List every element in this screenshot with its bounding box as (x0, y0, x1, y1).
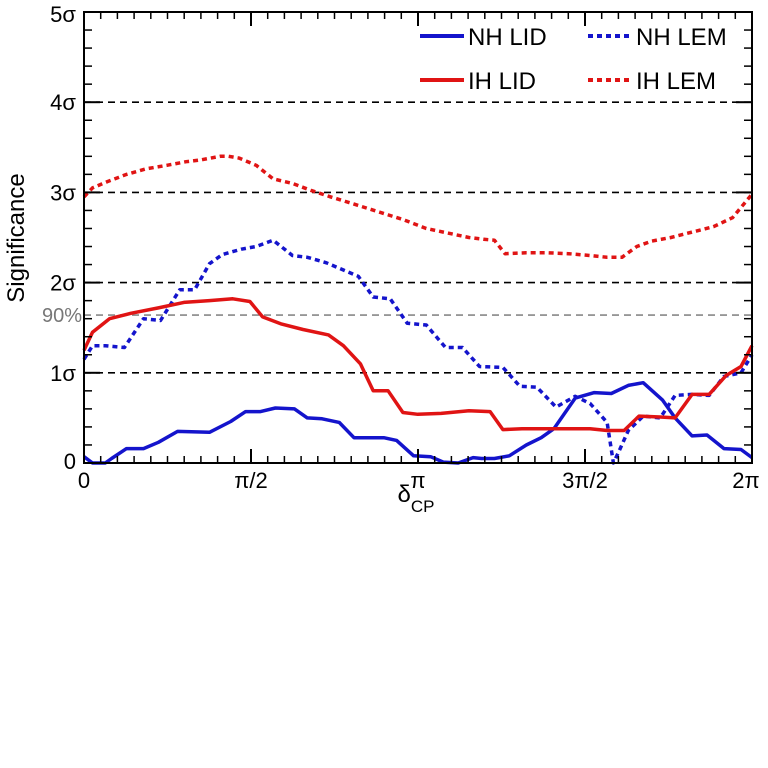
y-axis-label: Significance (3, 173, 30, 302)
x-tick-label: π (410, 468, 425, 493)
x-tick-label: π/2 (234, 468, 268, 493)
legend-label: NH LEM (636, 24, 727, 51)
series-line-ih-lid (82, 297, 754, 433)
x-axis-label-main: δ (398, 481, 411, 508)
legend-label: NH LID (468, 24, 547, 51)
series-lines (82, 154, 754, 465)
y-tick-label: 0 (64, 449, 76, 474)
legend-label: IH LID (468, 68, 536, 95)
legend-label: IH LEM (636, 68, 716, 95)
x-tick-label: 0 (78, 468, 90, 493)
y-tick-label: 3σ (50, 180, 76, 205)
series-line-ih-lem (82, 154, 754, 260)
y-tick-label: 5σ (50, 2, 76, 27)
y-tick-label: 2σ (50, 271, 76, 296)
y-tick-label: 4σ (50, 90, 76, 115)
x-axis-label: δCP (398, 481, 435, 516)
x-tick-label: 2π (732, 468, 759, 493)
legend: NH LID NH LEM IH LID IH LEM (420, 24, 727, 95)
series-line-nh-lem (82, 238, 754, 465)
reference-line-label: 90% (42, 305, 82, 327)
y-tick-label: 1σ (50, 361, 76, 386)
x-axis-label-subscript: CP (411, 497, 435, 516)
series-line-nh-lid (82, 380, 754, 465)
axis-ticks (83, 11, 753, 464)
x-tick-label: 3π/2 (562, 468, 608, 493)
tick-labels: 0 π/2 π 3π/2 2π 0 1σ 2σ 3σ 4σ 5σ (50, 2, 760, 493)
reference-lines: 90% (42, 101, 752, 374)
